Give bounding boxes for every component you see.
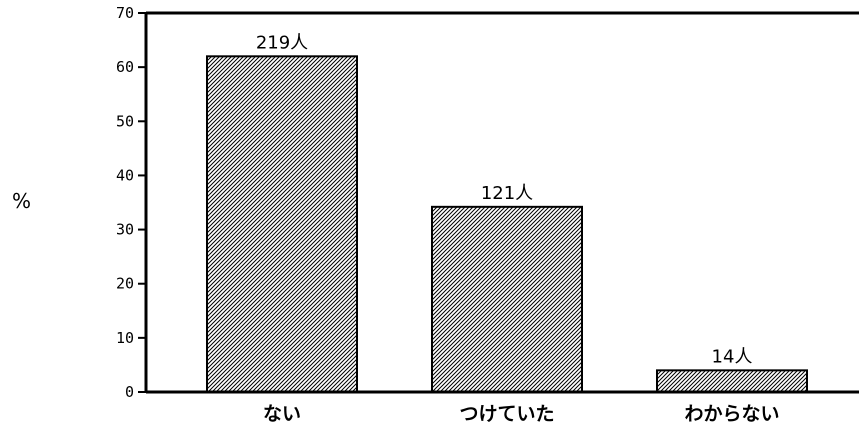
data-label-3: 14人 [712, 346, 753, 367]
category-label-2: つけていた [459, 403, 554, 425]
y-tick-label: 60 [116, 58, 134, 76]
y-tick-label: 0 [125, 383, 134, 401]
y-tick-label: 40 [116, 166, 134, 184]
data-label-2: 121人 [481, 183, 533, 204]
axis-lines [144, 11, 859, 394]
y-tick-label: 70 [116, 4, 134, 22]
bar-2 [431, 205, 583, 393]
data-label-1: 219人 [256, 32, 308, 53]
bar-3 [656, 369, 808, 394]
bar-1 [206, 55, 358, 393]
data-labels: 219人 121人 14人 [256, 32, 753, 367]
y-axis-label: % [12, 189, 31, 213]
y-axis-ticks: 0 10 20 30 40 50 60 70 [116, 4, 146, 401]
bars [206, 55, 808, 394]
y-tick-label: 30 [116, 221, 134, 239]
category-labels: ない つけていた わからない [263, 403, 780, 425]
y-tick-label: 20 [116, 275, 134, 293]
category-label-1: ない [263, 403, 301, 425]
y-tick-label: 10 [116, 329, 134, 347]
category-label-3: わからない [684, 403, 779, 425]
y-tick-label: 50 [116, 112, 134, 130]
